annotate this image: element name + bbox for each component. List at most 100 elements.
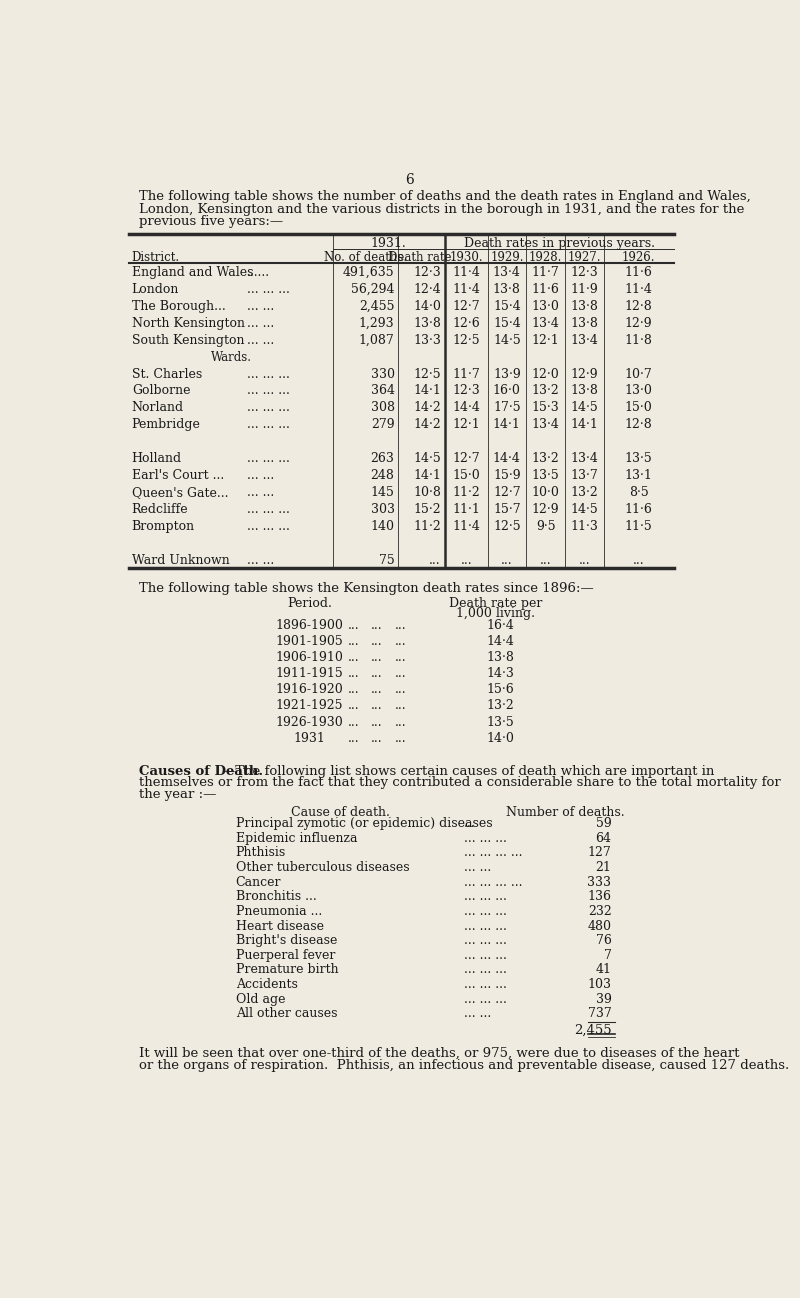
Text: ...: ...: [348, 715, 360, 728]
Text: 15·4: 15·4: [493, 317, 521, 330]
Text: ... ...: ... ...: [247, 334, 274, 347]
Text: 12·9: 12·9: [625, 317, 653, 330]
Text: the year :—: the year :—: [138, 788, 216, 801]
Text: 12·7: 12·7: [452, 300, 480, 313]
Text: England and Wales ...: England and Wales ...: [132, 266, 269, 279]
Text: 76: 76: [596, 935, 611, 948]
Text: 15·2: 15·2: [414, 504, 441, 517]
Text: ... ... ... ...: ... ... ... ...: [464, 876, 522, 889]
Text: 14·5: 14·5: [570, 504, 598, 517]
Text: ... ...: ... ...: [247, 485, 274, 500]
Text: or the organs of respiration.  Phthisis, an infectious and preventable disease, : or the organs of respiration. Phthisis, …: [138, 1059, 789, 1072]
Text: 11·2: 11·2: [414, 520, 441, 533]
Text: 13·2: 13·2: [532, 384, 559, 397]
Text: ...: ...: [348, 667, 360, 680]
Text: ... ... ...: ... ... ...: [247, 520, 290, 533]
Text: Heart disease: Heart disease: [236, 919, 324, 932]
Text: 13·7: 13·7: [570, 469, 598, 482]
Text: North Kensington: North Kensington: [132, 317, 245, 330]
Text: 14·2: 14·2: [414, 401, 441, 414]
Text: ... ... ...: ... ... ...: [247, 418, 290, 431]
Text: 13·0: 13·0: [532, 300, 559, 313]
Text: ...: ...: [501, 554, 513, 567]
Text: 13·2: 13·2: [532, 452, 559, 465]
Text: Premature birth: Premature birth: [236, 963, 338, 976]
Text: 12·7: 12·7: [452, 452, 480, 465]
Text: ... ... ...: ... ... ...: [464, 993, 507, 1006]
Text: ...: ...: [540, 554, 551, 567]
Text: ... ...: ... ...: [247, 317, 274, 330]
Text: Queen's Gate...: Queen's Gate...: [132, 485, 228, 500]
Text: 8·5: 8·5: [629, 485, 649, 500]
Text: 10·8: 10·8: [413, 485, 441, 500]
Text: 14·1: 14·1: [570, 418, 598, 431]
Text: Brompton: Brompton: [132, 520, 195, 533]
Text: ...: ...: [394, 650, 406, 663]
Text: No. of deaths.: No. of deaths.: [324, 252, 407, 265]
Text: 1928.: 1928.: [529, 252, 562, 265]
Text: 14·4: 14·4: [452, 401, 480, 414]
Text: 41: 41: [595, 963, 611, 976]
Text: 145: 145: [370, 485, 394, 500]
Text: 14·1: 14·1: [493, 418, 521, 431]
Text: 480: 480: [587, 919, 611, 932]
Text: ... ... ...: ... ... ...: [247, 401, 290, 414]
Text: 1921-1925: 1921-1925: [275, 700, 343, 713]
Text: 2,455: 2,455: [359, 300, 394, 313]
Text: Holland: Holland: [132, 452, 182, 465]
Text: 13·4: 13·4: [570, 452, 598, 465]
Text: 11·4: 11·4: [625, 283, 653, 296]
Text: The following table shows the Kensington death rates since 1896:—: The following table shows the Kensington…: [138, 582, 594, 594]
Text: ... ... ...: ... ... ...: [247, 452, 290, 465]
Text: District.: District.: [132, 252, 180, 265]
Text: 14·2: 14·2: [414, 418, 441, 431]
Text: ...: ...: [460, 554, 472, 567]
Text: 136: 136: [587, 890, 611, 903]
Text: ...: ...: [348, 635, 360, 648]
Text: 13·5: 13·5: [532, 469, 559, 482]
Text: 1901-1905: 1901-1905: [275, 635, 343, 648]
Text: 12·8: 12·8: [625, 300, 653, 313]
Text: ...: ...: [371, 619, 383, 632]
Text: 1,293: 1,293: [359, 317, 394, 330]
Text: 11·9: 11·9: [570, 283, 598, 296]
Text: 12·0: 12·0: [532, 367, 559, 380]
Text: themselves or from the fact that they contributed a considerable share to the to: themselves or from the fact that they co…: [138, 776, 781, 789]
Text: 10·0: 10·0: [532, 485, 559, 500]
Text: 11·4: 11·4: [452, 283, 480, 296]
Text: ...: ...: [348, 650, 360, 663]
Text: 11·3: 11·3: [570, 520, 598, 533]
Text: ... ... ... ...: ... ... ... ...: [464, 846, 522, 859]
Text: ... ... ...: ... ... ...: [464, 919, 507, 932]
Text: ...: ...: [633, 554, 645, 567]
Text: Cause of death.: Cause of death.: [291, 806, 390, 819]
Text: 2,455: 2,455: [574, 1024, 611, 1037]
Text: ...: ...: [348, 619, 360, 632]
Text: ... ... ...: ... ... ...: [464, 832, 507, 845]
Text: The following table shows the number of deaths and the death rates in England an: The following table shows the number of …: [138, 191, 750, 204]
Text: 14·5: 14·5: [570, 401, 598, 414]
Text: 12·8: 12·8: [625, 418, 653, 431]
Text: ... ...: ... ...: [464, 1007, 491, 1020]
Text: 11·7: 11·7: [452, 367, 480, 380]
Text: Death rate per: Death rate per: [449, 597, 542, 610]
Text: 1,000 living.: 1,000 living.: [456, 607, 534, 620]
Text: 64: 64: [595, 832, 611, 845]
Text: ...: ...: [394, 619, 406, 632]
Text: 11·6: 11·6: [532, 283, 559, 296]
Text: 13·8: 13·8: [570, 384, 598, 397]
Text: Redcliffe: Redcliffe: [132, 504, 189, 517]
Text: ... ... ...: ... ... ...: [247, 384, 290, 397]
Text: 1,087: 1,087: [358, 334, 394, 347]
Text: ...: ...: [247, 266, 259, 279]
Text: Bright's disease: Bright's disease: [236, 935, 337, 948]
Text: ...: ...: [394, 700, 406, 713]
Text: South Kensington: South Kensington: [132, 334, 244, 347]
Text: 11·7: 11·7: [532, 266, 559, 279]
Text: Wards.: Wards.: [210, 350, 251, 363]
Text: 11·6: 11·6: [625, 504, 653, 517]
Text: 12·1: 12·1: [532, 334, 559, 347]
Text: 1927.: 1927.: [568, 252, 601, 265]
Text: 12·4: 12·4: [414, 283, 441, 296]
Text: ...: ...: [371, 667, 383, 680]
